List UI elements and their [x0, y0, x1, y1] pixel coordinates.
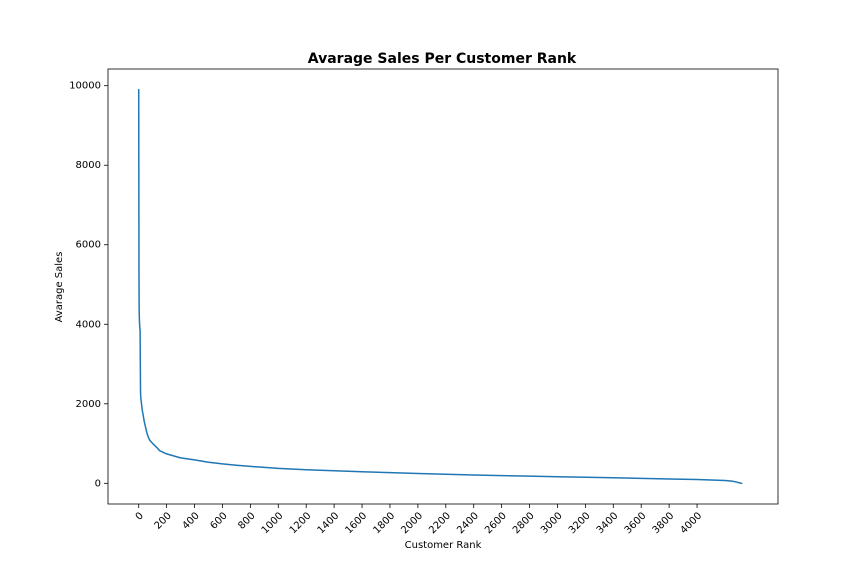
x-tick-label: 3200: [567, 510, 593, 536]
plot-area: [137, 88, 743, 485]
x-tick-label: 1800: [371, 510, 397, 536]
y-tick-label: 0: [95, 478, 101, 489]
x-tick-label: 3800: [651, 510, 677, 536]
x-tick-label: 4000: [679, 510, 705, 536]
x-axis-label: Customer Rank: [405, 540, 482, 551]
y-tick-label: 2000: [76, 399, 101, 410]
x-tick-label: 2000: [399, 510, 425, 536]
x-tick-label: 600: [208, 510, 229, 531]
x-tick-label: 0: [134, 510, 146, 522]
y-axis-label: Avarage Sales: [54, 252, 65, 323]
y-tick-label: 8000: [76, 160, 101, 171]
y-tick-label: 4000: [76, 319, 101, 330]
plot-frame: [107, 68, 779, 505]
x-tick-label: 1600: [344, 510, 370, 536]
y-axis: 0 2000 4000 6000 8000 10000: [69, 81, 108, 489]
x-tick-label: 2400: [455, 510, 481, 536]
x-tick-label: 3000: [539, 510, 565, 536]
x-tick-label: 2800: [511, 510, 537, 536]
x-tick-label: 400: [181, 510, 202, 531]
x-tick-label: 2600: [483, 510, 509, 536]
x-tick-label: 3600: [623, 510, 649, 536]
x-tick-label: 1000: [260, 510, 286, 536]
series-line: [137, 88, 743, 485]
x-tick-label: 3400: [595, 510, 621, 536]
x-tick-label: 1400: [316, 510, 342, 536]
x-tick-label: 2200: [427, 510, 453, 536]
x-tick-label: 800: [236, 510, 257, 531]
chart-title: Avarage Sales Per Customer Rank: [308, 51, 577, 67]
y-tick-label: 6000: [76, 240, 101, 251]
x-axis: 0 200 400 600 800 1000 1200 1400 1600 1800 2000 220…: [134, 504, 705, 536]
x-tick-label: 1200: [288, 510, 314, 536]
y-tick-label: 10000: [69, 81, 101, 92]
x-tick-label: 200: [153, 510, 174, 531]
